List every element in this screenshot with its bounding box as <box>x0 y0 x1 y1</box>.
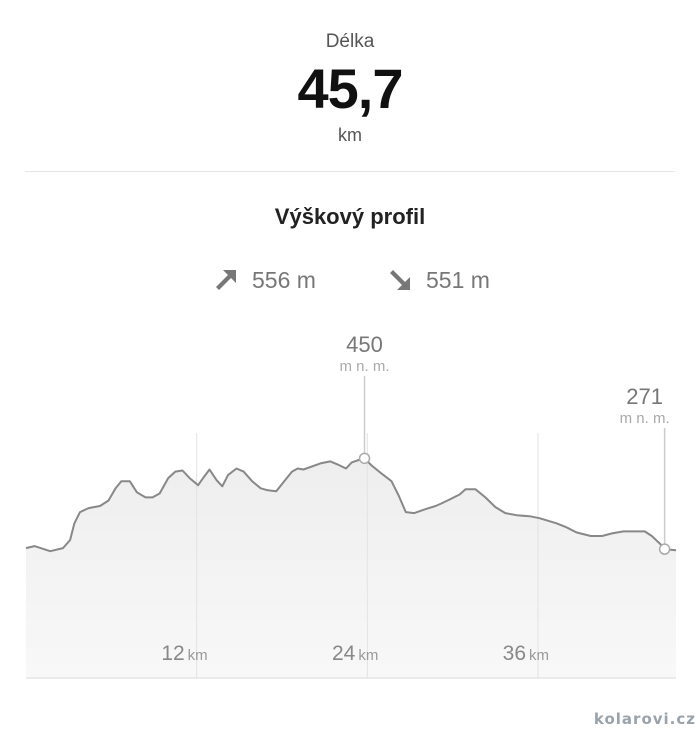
descent-value: 551 m <box>426 266 490 293</box>
descent-stat: 551 m <box>386 266 490 294</box>
profile-title: Výškový profil <box>274 204 426 229</box>
arrow-up-right-icon <box>216 270 236 290</box>
annotation-value: 450 <box>346 332 383 357</box>
x-tick-label: 12 <box>161 642 184 665</box>
x-tick-unit: km <box>188 647 208 664</box>
arrow-down-right-icon <box>390 270 410 290</box>
x-tick-unit: km <box>358 647 378 664</box>
watermark-logo: kolarovi.cz <box>593 710 696 728</box>
x-tick-label: 24 <box>332 642 356 665</box>
length-value: 45,7 <box>297 57 404 120</box>
x-tick-unit: km <box>529 647 549 664</box>
annotation-marker <box>358 452 371 465</box>
ascent-stat: 556 m <box>212 266 316 294</box>
elevation-area <box>26 458 676 678</box>
divider <box>25 171 675 172</box>
annotation-marker <box>658 543 671 555</box>
annotation-unit: m n. m. <box>340 358 390 375</box>
annotation-value: 271 <box>626 384 663 409</box>
length-unit: km <box>338 125 362 145</box>
elevation-line <box>25 457 677 553</box>
length-label: Délka <box>325 31 375 52</box>
annotation-unit: m n. m. <box>620 410 670 427</box>
x-tick-label: 36 <box>503 642 526 665</box>
ascent-value: 556 m <box>252 266 316 293</box>
